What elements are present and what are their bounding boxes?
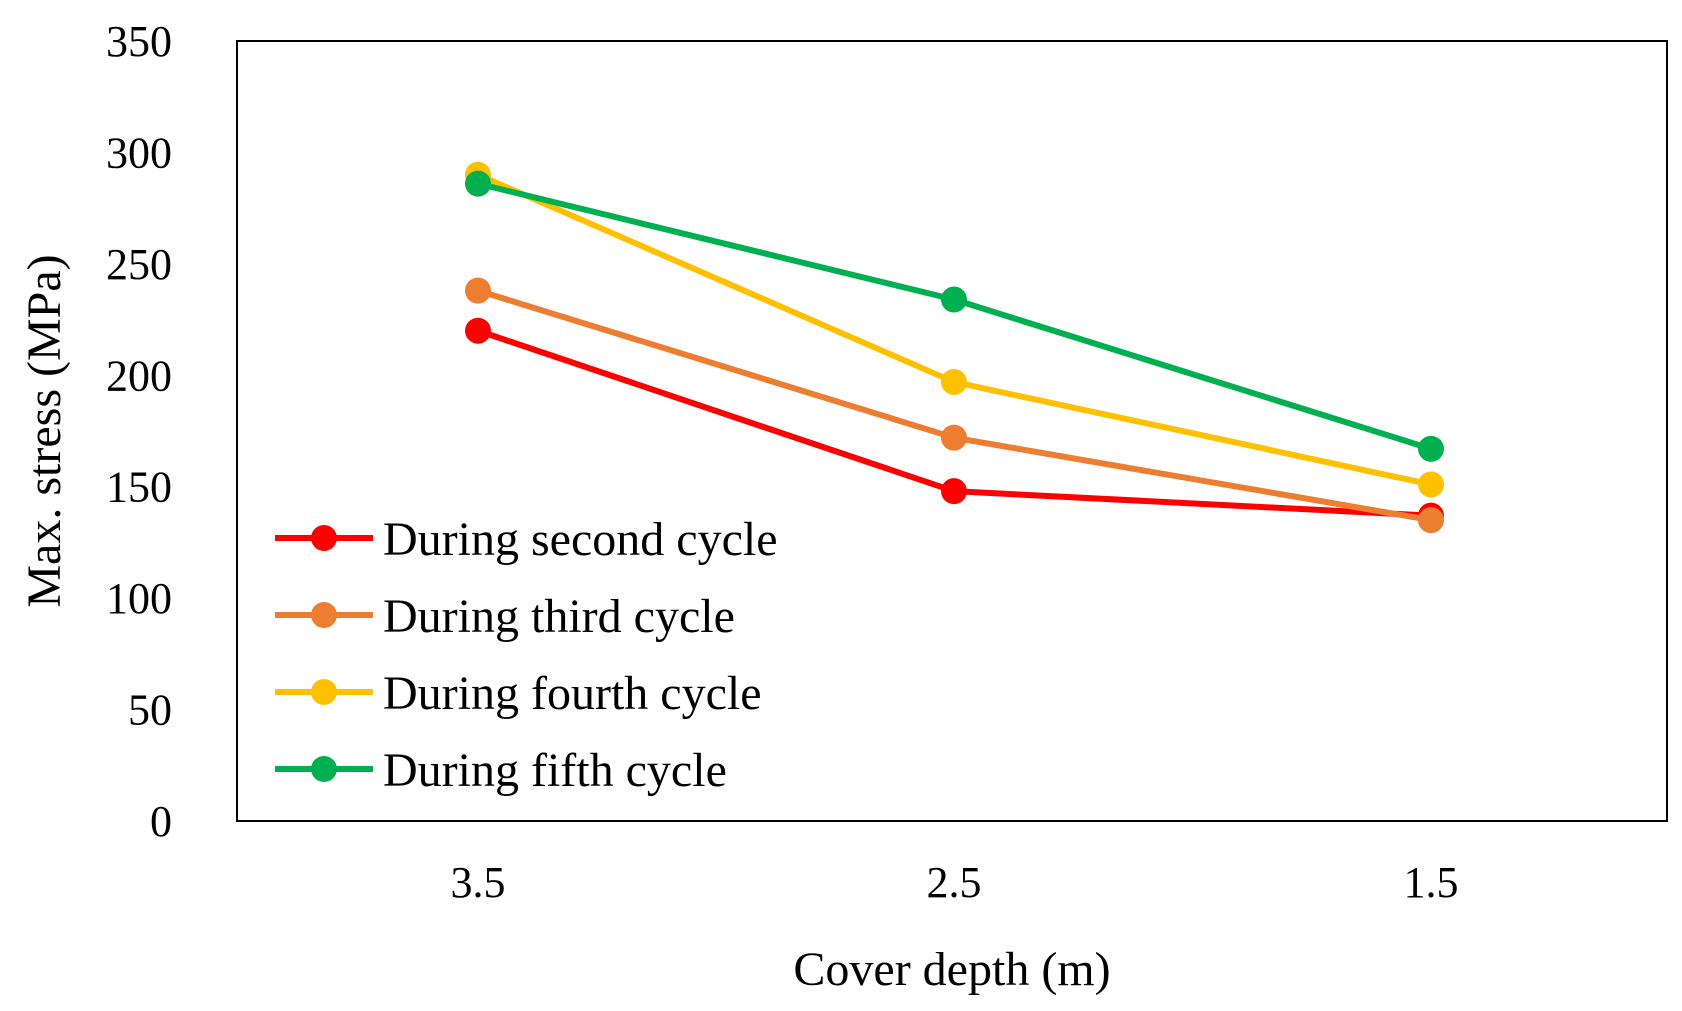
data-point xyxy=(465,277,491,304)
data-point xyxy=(465,170,491,197)
legend-item: During fifth cycle xyxy=(275,744,727,797)
x-tick-label: 1.5 xyxy=(1404,858,1459,907)
y-tick-label: 200 xyxy=(106,351,172,400)
y-tick-label: 300 xyxy=(106,128,172,177)
data-point xyxy=(941,478,967,505)
x-axis-ticks: 3.5 2.5 1.5 xyxy=(451,858,1459,907)
series-layer xyxy=(465,161,1444,534)
legend-label: During third cycle xyxy=(383,590,735,643)
data-point xyxy=(465,317,491,344)
y-tick-label: 100 xyxy=(106,574,172,623)
x-tick-label: 2.5 xyxy=(927,858,982,907)
y-tick-label: 150 xyxy=(106,463,172,512)
legend-marker xyxy=(311,679,337,705)
data-point xyxy=(941,286,967,313)
data-point xyxy=(1418,435,1444,462)
data-point xyxy=(1418,507,1444,534)
data-point xyxy=(941,424,967,451)
legend-marker xyxy=(311,756,337,782)
y-axis-ticks: 0 50 100 150 200 250 300 350 xyxy=(106,17,172,846)
y-tick-label: 350 xyxy=(106,17,172,66)
y-axis-title: Max. stress (MPa) xyxy=(18,254,71,607)
legend-marker xyxy=(311,602,337,628)
data-point xyxy=(941,368,967,395)
y-tick-label: 250 xyxy=(106,240,172,289)
legend: During second cycle During third cycle Dur… xyxy=(275,513,778,797)
legend-marker xyxy=(311,525,337,551)
y-tick-label: 0 xyxy=(150,797,172,846)
legend-label: During second cycle xyxy=(383,513,778,566)
x-tick-label: 3.5 xyxy=(451,858,506,907)
series-4 xyxy=(465,170,1444,462)
legend-item: During third cycle xyxy=(275,590,735,643)
x-axis-title: Cover depth (m) xyxy=(793,943,1110,996)
data-point xyxy=(1418,471,1444,498)
legend-label: During fourth cycle xyxy=(383,667,762,720)
legend-item: During fourth cycle xyxy=(275,667,762,720)
series-2 xyxy=(465,277,1444,534)
y-tick-label: 50 xyxy=(128,686,172,735)
legend-label: During fifth cycle xyxy=(383,744,727,797)
legend-item: During second cycle xyxy=(275,513,778,566)
